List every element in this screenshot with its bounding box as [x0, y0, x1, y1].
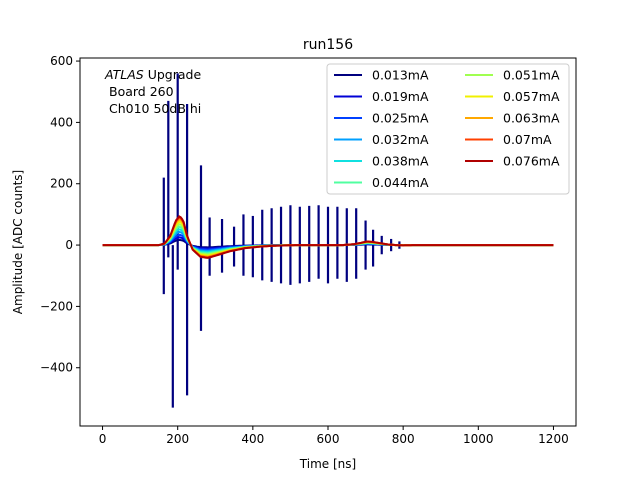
y-tick-label: −400: [40, 361, 73, 375]
legend-label: 0.038mA: [372, 154, 429, 169]
legend-label: 0.057mA: [503, 89, 560, 104]
y-tick-label: 0: [65, 238, 73, 252]
y-axis: −400 −200 0 200 400 600: [40, 54, 80, 375]
x-tick-label: 800: [392, 432, 415, 446]
legend-label: 0.063mA: [503, 111, 560, 126]
x-tick-label: 1000: [463, 432, 494, 446]
x-tick-label: 400: [241, 432, 264, 446]
y-tick-label: −200: [40, 299, 73, 313]
annotation-line-1: ATLAS Upgrade: [104, 67, 201, 82]
legend-label: 0.076mA: [503, 154, 560, 169]
x-axis-label: Time [ns]: [299, 457, 356, 471]
x-tick-label: 200: [166, 432, 189, 446]
annotation-line-2: Board 260: [109, 84, 174, 99]
legend-label: 0.051mA: [503, 68, 560, 83]
legend-box: [326, 63, 570, 195]
legend-label: 0.044mA: [372, 175, 429, 190]
legend: 0.013mA 0.019mA 0.025mA 0.032mA 0.038mA 0.044…: [326, 63, 570, 195]
series-layer: [102, 73, 554, 408]
legend-label: 0.013mA: [372, 68, 429, 83]
legend-label: 0.032mA: [372, 132, 429, 147]
x-tick-label: 0: [99, 432, 107, 446]
series-line: [102, 215, 554, 259]
y-tick-label: 600: [50, 54, 73, 68]
annotation-atlas: ATLAS: [104, 67, 144, 82]
annotation-upgrade: Upgrade: [144, 67, 202, 82]
y-axis-label: Amplitude [ADC counts]: [11, 170, 25, 314]
x-tick-label: 600: [317, 432, 340, 446]
y-tick-label: 200: [50, 177, 73, 191]
legend-label: 0.025mA: [372, 111, 429, 126]
atlas-annotation: ATLAS Upgrade Board 260 Ch010 50dB hi: [104, 67, 201, 116]
legend-entries: 0.013mA 0.019mA 0.025mA 0.032mA 0.038mA 0.044…: [334, 68, 560, 190]
legend-label: 0.07mA: [503, 132, 552, 147]
x-tick-label: 1200: [538, 432, 569, 446]
chart-title: run156: [303, 37, 353, 53]
x-axis: 0 200 400 600 800 1000 1200: [99, 426, 569, 446]
legend-label: 0.019mA: [372, 89, 429, 104]
annotation-line-3: Ch010 50dB hi: [109, 101, 201, 116]
y-tick-label: 400: [50, 115, 73, 129]
